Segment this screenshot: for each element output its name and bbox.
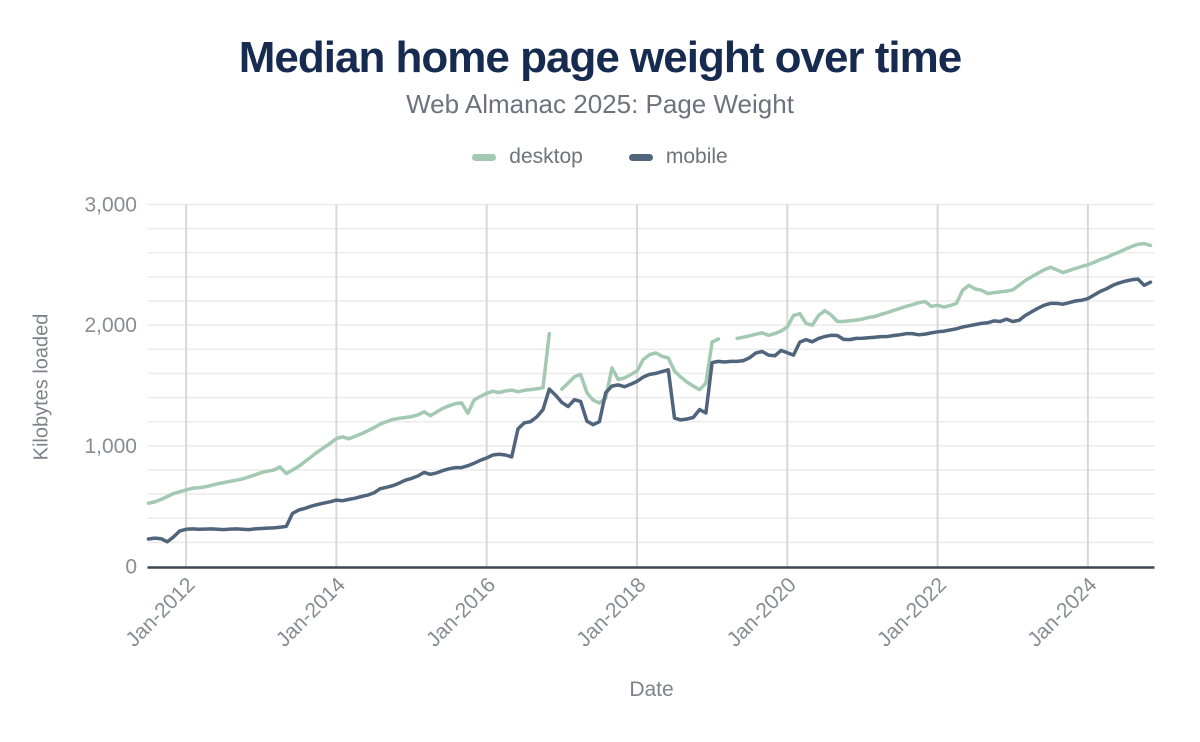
- chart-title: Median home page weight over time: [238, 33, 962, 82]
- legend-label-desktop: desktop: [509, 145, 583, 168]
- x-tick-label: Jan-2022: [873, 573, 951, 651]
- mobile-series-swatch-icon: [628, 153, 653, 161]
- y-tick-label: 2,000: [84, 314, 137, 337]
- legend-item-desktop[interactable]: desktop: [472, 145, 583, 169]
- x-axis-title: Date: [629, 678, 674, 701]
- series-line-desktop[interactable]: [146, 241, 1153, 505]
- y-tick-label: 1,000: [84, 435, 137, 458]
- x-tick-label: Jan-2020: [723, 573, 801, 651]
- x-tick-label: Jan-2012: [121, 573, 199, 651]
- y-axis-title: Kilobytes loaded: [30, 313, 53, 461]
- series-line-mobile[interactable]: [146, 277, 1153, 544]
- x-tick-label: Jan-2018: [572, 573, 650, 651]
- legend-item-mobile[interactable]: mobile: [628, 145, 728, 169]
- y-tick-label: 3,000: [84, 194, 137, 217]
- legend-label-mobile: mobile: [665, 145, 728, 168]
- chart-subtitle: Web Almanac 2025: Page Weight: [406, 89, 794, 119]
- x-tick-label: Jan-2024: [1023, 573, 1101, 651]
- x-tick-label: Jan-2016: [422, 573, 500, 651]
- y-tick-label: 0: [125, 556, 137, 579]
- legend: desktop mobile: [0, 144, 1200, 170]
- desktop-series-swatch-icon: [472, 153, 497, 161]
- x-tick-label: Jan-2014: [272, 573, 350, 651]
